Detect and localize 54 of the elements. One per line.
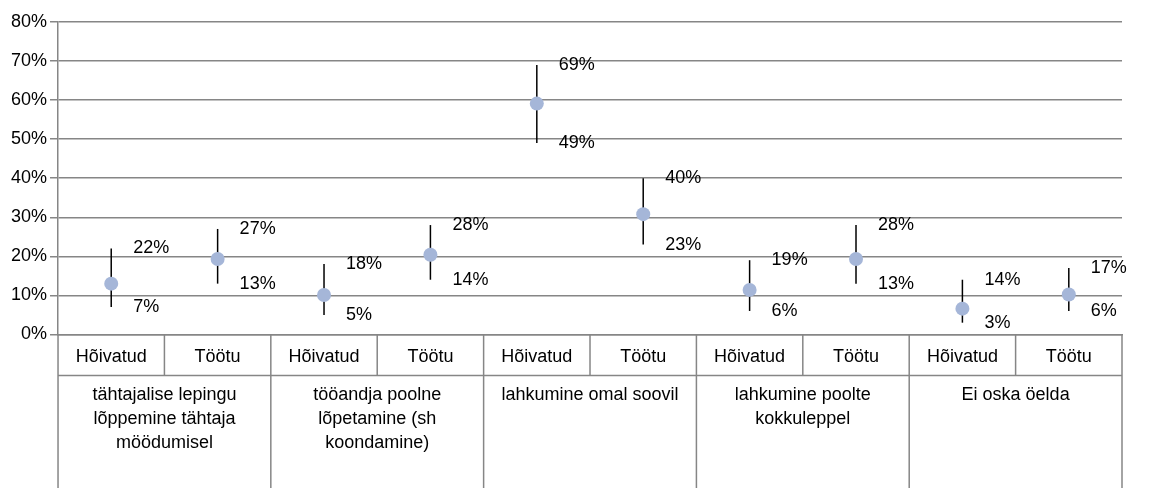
annotation: 13%: [878, 272, 915, 293]
x-tick-label: Töötu: [832, 346, 880, 367]
y-tick-label: 80%: [11, 10, 48, 31]
point: [317, 287, 332, 302]
x-tick-label: Töötu: [1045, 346, 1092, 367]
text: lahkumine omal soovil: [501, 384, 679, 405]
text: lahkumine poolte kokkuleppel: [734, 384, 871, 429]
annotation: 18%: [346, 253, 383, 274]
point: [955, 301, 970, 316]
annotation: 13%: [239, 272, 276, 293]
x-tick-label: Hõivatud: [501, 346, 573, 367]
y-tick-label: 70%: [11, 50, 48, 71]
annotation: 69%: [558, 53, 595, 74]
y-tick-label: 20%: [11, 245, 48, 266]
point: [636, 207, 651, 222]
annotation: 19%: [771, 249, 808, 270]
point: [742, 282, 757, 297]
x-tick-label: Hõivatud: [75, 346, 147, 367]
x-tick-label: Töötu: [194, 346, 241, 367]
x-tick-label: Hõivatud: [926, 346, 998, 367]
y-tick-label: 60%: [11, 89, 48, 110]
annotation: 40%: [665, 167, 702, 188]
annotation: 14%: [984, 268, 1021, 289]
x-tick-label: Töötu: [407, 346, 454, 367]
y-tick-label: 10%: [11, 284, 48, 305]
annotation: 22%: [133, 237, 170, 258]
annotation: 5%: [346, 303, 373, 324]
y-tick-label: 50%: [11, 128, 48, 149]
x-tick-label: Töötu: [620, 346, 667, 367]
point: [104, 276, 119, 291]
y-tick-label: 30%: [11, 206, 48, 227]
annotation: 7%: [133, 296, 160, 317]
x-tick-label: Hõivatud: [714, 346, 786, 367]
annotation: 6%: [771, 299, 798, 320]
annotation: 28%: [452, 214, 489, 235]
y-tick-label: 0%: [21, 323, 48, 344]
annotation: 6%: [1090, 299, 1117, 320]
text: tööandja poolne lõpetamine (sh koondamine): [313, 384, 442, 453]
annotation: 23%: [665, 233, 702, 254]
point: [423, 247, 438, 262]
annotation: 14%: [452, 268, 489, 289]
annotation: 28%: [878, 214, 915, 235]
annotation: 3%: [984, 311, 1011, 332]
point: [849, 252, 864, 267]
point: [1061, 287, 1076, 302]
y-tick-label: 40%: [11, 167, 48, 188]
text: tähtajalise lepingu lõppemine tähtaja möödumisel: [92, 384, 237, 453]
annotation: 27%: [239, 217, 276, 238]
x-tick-label: Hõivatud: [288, 346, 360, 367]
annotation: 49%: [558, 132, 595, 153]
annotation: 17%: [1090, 256, 1127, 277]
point: [210, 252, 225, 267]
text: Ei oska öelda: [961, 384, 1071, 405]
point: [529, 96, 544, 111]
